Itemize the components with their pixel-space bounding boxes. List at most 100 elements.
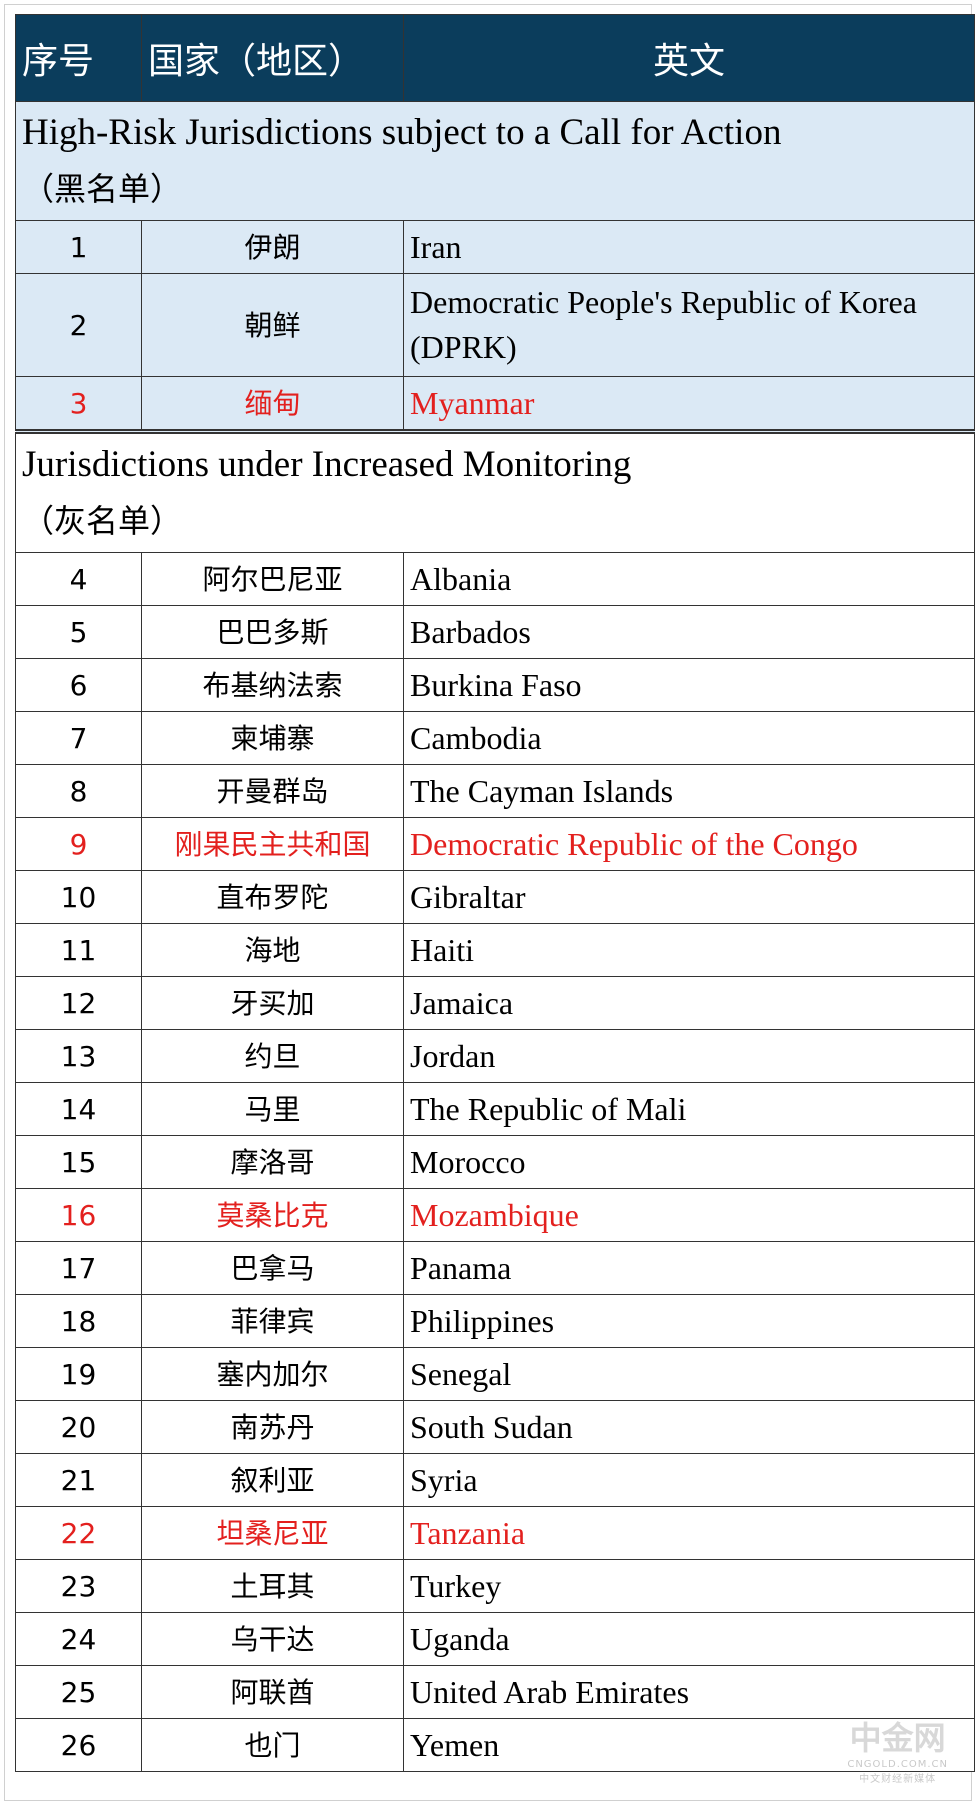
- cell-en: Morocco: [403, 1135, 975, 1189]
- cell-no: 4: [15, 552, 142, 606]
- table-row: 25 阿联酋 United Arab Emirates: [15, 1665, 975, 1719]
- cell-en: Burkina Faso: [403, 658, 975, 712]
- cell-en: Philippines: [403, 1294, 975, 1348]
- table-row: 10 直布罗陀 Gibraltar: [15, 870, 975, 924]
- cell-cn: 直布罗陀: [141, 870, 404, 924]
- section-title-text: High-Risk Jurisdictions subject to a Cal…: [22, 112, 782, 153]
- cell-en: Syria: [403, 1453, 975, 1507]
- cell-cn: 朝鲜: [141, 273, 404, 377]
- cell-en: Cambodia: [403, 711, 975, 765]
- cell-no: 12: [15, 976, 142, 1030]
- cell-no: 1: [15, 220, 142, 274]
- cell-cn: 约旦: [141, 1029, 404, 1083]
- section-row: Jurisdictions under Increased Monitoring…: [15, 429, 975, 553]
- cell-cn: 牙买加: [141, 976, 404, 1030]
- section-subtitle: （黑名单）: [22, 170, 183, 208]
- table-row: 1 伊朗 Iran: [15, 220, 975, 274]
- cell-en: Barbados: [403, 605, 975, 659]
- cell-en: South Sudan: [403, 1400, 975, 1454]
- header-row: 序号 国家（地区） 英文: [15, 14, 975, 102]
- cell-en: Myanmar: [403, 376, 975, 432]
- cell-cn: 马里: [141, 1082, 404, 1136]
- table-row: 9 刚果民主共和国 Democratic Republic of the Congo: [15, 817, 975, 871]
- table-row: 19 塞内加尔 Senegal: [15, 1347, 975, 1401]
- cell-no: 22: [15, 1506, 142, 1560]
- cell-cn: 菲律宾: [141, 1294, 404, 1348]
- cell-en: Mozambique: [403, 1188, 975, 1242]
- cell-cn: 缅甸: [141, 376, 404, 432]
- cell-en: Jamaica: [403, 976, 975, 1030]
- cell-no: 26: [15, 1718, 142, 1772]
- cell-cn: 柬埔寨: [141, 711, 404, 765]
- table-row: 24 乌干达 Uganda: [15, 1612, 975, 1666]
- cell-en: Democratic People's Republic of Korea (D…: [403, 273, 975, 377]
- cell-en: Iran: [403, 220, 975, 274]
- cell-cn: 布基纳法索: [141, 658, 404, 712]
- section-title: Jurisdictions under Increased Monitoring…: [15, 429, 975, 553]
- cell-en: United Arab Emirates: [403, 1665, 975, 1719]
- cell-no: 15: [15, 1135, 142, 1189]
- cell-no: 7: [15, 711, 142, 765]
- cell-cn: 阿联酋: [141, 1665, 404, 1719]
- cell-no: 25: [15, 1665, 142, 1719]
- watermark-tagline: 中文财经新媒体: [859, 1774, 937, 1785]
- header-cell: 英文: [403, 14, 975, 102]
- table-row: 6 布基纳法索 Burkina Faso: [15, 658, 975, 712]
- cell-en: The Cayman Islands: [403, 764, 975, 818]
- cell-cn: 莫桑比克: [141, 1188, 404, 1242]
- cell-cn: 开曼群岛: [141, 764, 404, 818]
- cell-no: 14: [15, 1082, 142, 1136]
- cell-cn: 南苏丹: [141, 1400, 404, 1454]
- cell-no: 10: [15, 870, 142, 924]
- table-row: 23 土耳其 Turkey: [15, 1559, 975, 1613]
- table-row: 13 约旦 Jordan: [15, 1029, 975, 1083]
- cell-cn: 刚果民主共和国: [141, 817, 404, 871]
- cell-no: 8: [15, 764, 142, 818]
- cell-en: Gibraltar: [403, 870, 975, 924]
- cell-no: 5: [15, 605, 142, 659]
- table-body: 序号 国家（地区） 英文 High-Risk Jurisdictions subjec…: [15, 14, 975, 1772]
- cell-cn: 叙利亚: [141, 1453, 404, 1507]
- cell-cn: 土耳其: [141, 1559, 404, 1613]
- cell-en: Democratic Republic of the Congo: [403, 817, 975, 871]
- table-row: 20 南苏丹 South Sudan: [15, 1400, 975, 1454]
- table-row: 22 坦桑尼亚 Tanzania: [15, 1506, 975, 1560]
- cell-cn: 坦桑尼亚: [141, 1506, 404, 1560]
- cell-en: Turkey: [403, 1559, 975, 1613]
- cell-cn: 乌干达: [141, 1612, 404, 1666]
- cell-en: Albania: [403, 552, 975, 606]
- section-subtitle: （灰名单）: [22, 502, 183, 540]
- cell-no: 6: [15, 658, 142, 712]
- table-row: 8 开曼群岛 The Cayman Islands: [15, 764, 975, 818]
- cell-cn: 塞内加尔: [141, 1347, 404, 1401]
- cell-no: 20: [15, 1400, 142, 1454]
- table-row: 2 朝鲜 Democratic People's Republic of Korea…: [15, 273, 975, 377]
- cell-en: Jordan: [403, 1029, 975, 1083]
- cell-en: The Republic of Mali: [403, 1082, 975, 1136]
- cell-no: 16: [15, 1188, 142, 1242]
- table-row: 7 柬埔寨 Cambodia: [15, 711, 975, 765]
- table-row: 26 也门 Yemen: [15, 1718, 975, 1772]
- table: 序号 国家（地区） 英文 High-Risk Jurisdictions subjec…: [15, 14, 975, 1772]
- cell-cn: 巴巴多斯: [141, 605, 404, 659]
- cell-cn: 摩洛哥: [141, 1135, 404, 1189]
- header-cell: 国家（地区）: [141, 14, 404, 102]
- cell-no: 3: [15, 376, 142, 432]
- section-title: High-Risk Jurisdictions subject to a Cal…: [15, 101, 975, 221]
- table-row: 21 叙利亚 Syria: [15, 1453, 975, 1507]
- cell-en: Panama: [403, 1241, 975, 1295]
- cell-en: Tanzania: [403, 1506, 975, 1560]
- cell-no: 13: [15, 1029, 142, 1083]
- cell-no: 23: [15, 1559, 142, 1613]
- table-row: 4 阿尔巴尼亚 Albania: [15, 552, 975, 606]
- cell-no: 17: [15, 1241, 142, 1295]
- cell-cn: 阿尔巴尼亚: [141, 552, 404, 606]
- watermark-domain: CNGOLD.COM.CN: [847, 1759, 948, 1770]
- watermark-brand: 中金网: [849, 1719, 946, 1757]
- cell-cn: 伊朗: [141, 220, 404, 274]
- section-row: High-Risk Jurisdictions subject to a Cal…: [15, 101, 975, 221]
- header-cell: 序号: [15, 14, 142, 102]
- table-row: 14 马里 The Republic of Mali: [15, 1082, 975, 1136]
- cell-no: 21: [15, 1453, 142, 1507]
